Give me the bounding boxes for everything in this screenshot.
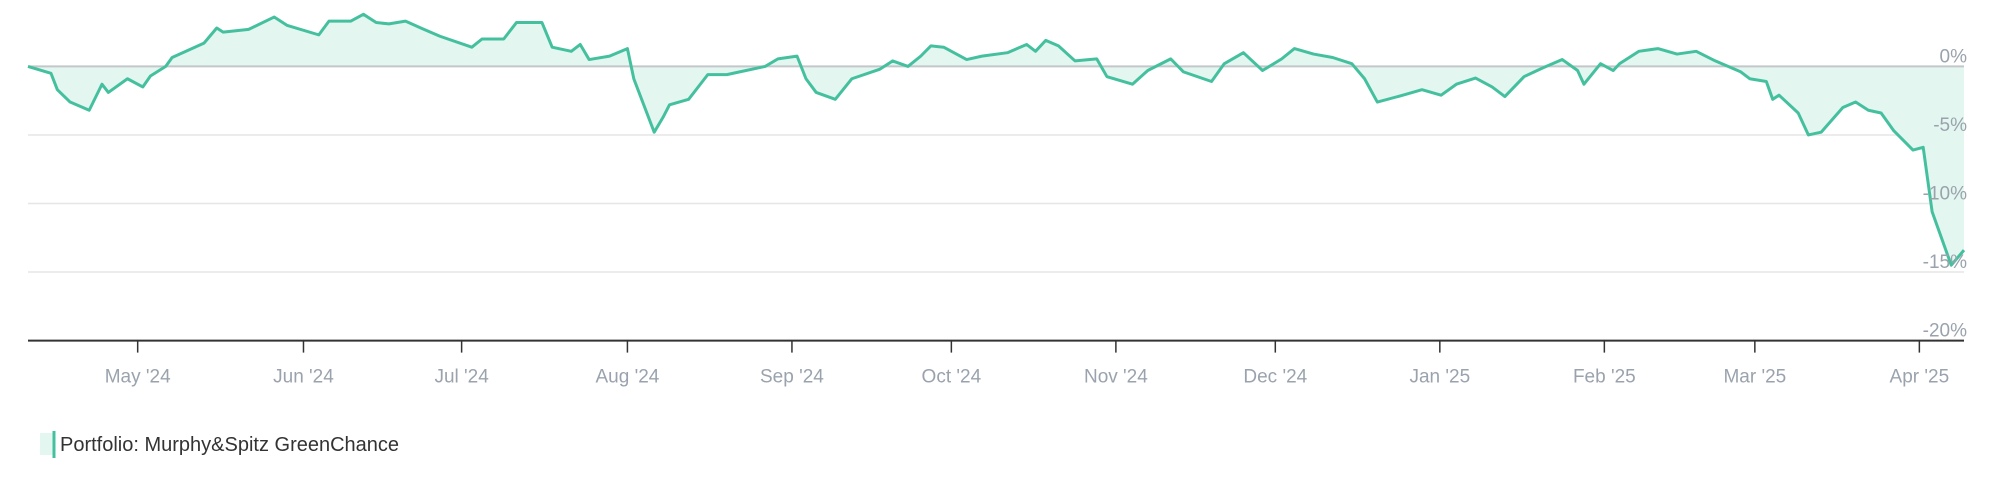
x-tick-label: Jan '25	[1409, 367, 1470, 388]
x-tick-label: Nov '24	[1084, 367, 1148, 388]
x-tick-label: Dec '24	[1243, 367, 1307, 388]
x-tick-label: Apr '25	[1890, 367, 1950, 388]
x-tick-label: Mar '25	[1723, 367, 1786, 388]
y-tick-label: 0%	[1940, 46, 1968, 67]
area	[28, 14, 1964, 266]
x-tick-label: Aug '24	[595, 367, 659, 388]
y-tick-label: -5%	[1933, 115, 1967, 136]
y-tick-label: -15%	[1923, 252, 1967, 273]
y-tick-label: -10%	[1923, 184, 1967, 205]
legend: Portfolio: Murphy&Spitz GreenChance	[40, 431, 399, 458]
y-tick-label: -20%	[1923, 321, 1967, 342]
line	[27, 12, 1966, 267]
x-tick-label: Feb '25	[1573, 367, 1636, 388]
x-tick-label: May '24	[105, 367, 171, 388]
x-tick-label: Sep '24	[760, 367, 824, 388]
x-tick-label: Jun '24	[273, 367, 334, 388]
x-tick-label: Oct '24	[922, 367, 982, 388]
legend-label: Portfolio: Murphy&Spitz GreenChance	[60, 434, 399, 456]
x-tick-label: Jul '24	[434, 367, 489, 388]
legend-swatch	[40, 433, 54, 455]
